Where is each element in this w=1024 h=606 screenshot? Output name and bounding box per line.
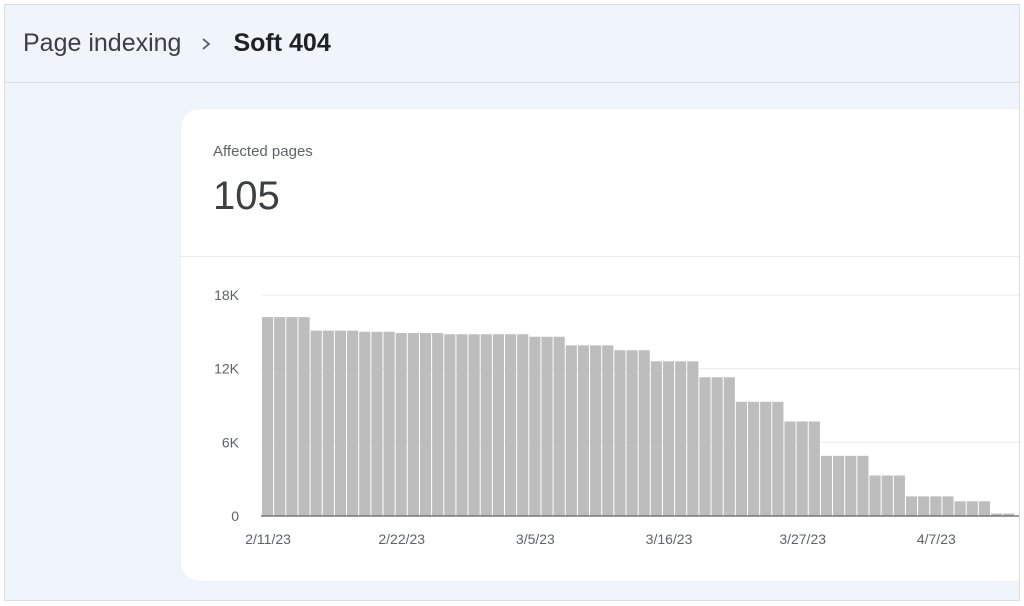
chart-bar[interactable] xyxy=(893,475,905,516)
chart-bar[interactable] xyxy=(383,331,395,516)
chart-bar[interactable] xyxy=(505,334,517,516)
chart-bar[interactable] xyxy=(662,361,675,516)
chart-bar[interactable] xyxy=(407,333,419,516)
chart-bar[interactable] xyxy=(565,345,577,516)
chart-bar[interactable] xyxy=(711,377,723,516)
metric-summary: Affected pages 105 xyxy=(213,143,313,219)
chart-bar[interactable] xyxy=(808,421,820,516)
page-title: Soft 404 xyxy=(233,29,331,57)
chart-bar[interactable] xyxy=(529,336,541,516)
chart-bar[interactable] xyxy=(760,401,772,516)
x-tick-label: 2/22/23 xyxy=(378,531,425,547)
chart-bar[interactable] xyxy=(468,334,480,516)
y-tick-label: 18K xyxy=(214,287,240,303)
chart-bar[interactable] xyxy=(699,377,711,516)
card-divider xyxy=(181,256,1019,257)
chart-bar[interactable] xyxy=(796,421,808,516)
chart-bar[interactable] xyxy=(820,455,833,516)
chart-bar[interactable] xyxy=(262,317,274,516)
y-tick-label: 12K xyxy=(214,361,240,377)
chart-bar[interactable] xyxy=(334,330,347,516)
chart-bar[interactable] xyxy=(942,496,954,516)
y-tick-label: 6K xyxy=(222,434,240,450)
affected-pages-card: Affected pages 105 18K 12K 6K 0 2/11/23 2/22/… xyxy=(181,109,1019,581)
chart-bar[interactable] xyxy=(930,496,942,516)
chart-bar[interactable] xyxy=(602,345,614,516)
chart-bar[interactable] xyxy=(845,455,857,516)
chart-bar[interactable] xyxy=(966,501,978,516)
chart-bar[interactable] xyxy=(371,331,383,516)
chart-bar[interactable] xyxy=(614,350,626,516)
chart-bar[interactable] xyxy=(347,330,359,516)
chart-bar[interactable] xyxy=(517,334,529,516)
chart-bar[interactable] xyxy=(456,334,468,516)
chart-bar[interactable] xyxy=(638,350,650,516)
x-tick-label: 3/27/23 xyxy=(779,531,826,547)
y-tick-label: 0 xyxy=(231,508,239,524)
chevron-right-icon xyxy=(199,37,213,51)
chart-bar[interactable] xyxy=(991,513,1003,516)
chart-bar[interactable] xyxy=(918,496,930,516)
chart-bar[interactable] xyxy=(954,501,966,516)
chart-bar[interactable] xyxy=(541,336,553,516)
chart-bar[interactable] xyxy=(553,336,565,516)
app-frame: Page indexing Soft 404 Affected pages 10… xyxy=(4,4,1020,601)
page-header: Page indexing Soft 404 xyxy=(5,5,1019,83)
x-tick-label: 2/11/23 xyxy=(245,531,291,547)
x-tick-label: 3/5/23 xyxy=(516,531,555,547)
chart-bar[interactable] xyxy=(444,334,456,516)
chart-bar[interactable] xyxy=(626,350,638,516)
chart-bar[interactable] xyxy=(419,333,432,516)
chart-bar[interactable] xyxy=(748,401,760,516)
metric-value: 105 xyxy=(213,174,280,218)
chart-bar[interactable] xyxy=(322,330,334,516)
chart-bar[interactable] xyxy=(869,475,881,516)
chart-bar[interactable] xyxy=(395,333,407,516)
affected-pages-chart: 18K 12K 6K 0 2/11/23 2/22/23 3/5/23 3/16/23 3/27… xyxy=(214,287,1019,547)
chart-bar[interactable] xyxy=(480,334,492,516)
breadcrumb-page-indexing-link[interactable]: Page indexing xyxy=(23,29,182,57)
chart-bar[interactable] xyxy=(298,317,310,516)
chart-bar[interactable] xyxy=(687,361,699,516)
chart-bar[interactable] xyxy=(723,377,735,516)
chart-bar[interactable] xyxy=(905,496,918,516)
chart-bar[interactable] xyxy=(1003,513,1015,516)
chart-bar[interactable] xyxy=(772,401,784,516)
x-tick-label: 3/16/23 xyxy=(646,531,693,547)
chart-bar[interactable] xyxy=(577,345,590,516)
metric-label: Affected pages xyxy=(213,143,313,160)
chart-bar[interactable] xyxy=(650,361,662,516)
chart-bar[interactable] xyxy=(286,317,298,516)
chart-bar[interactable] xyxy=(735,401,747,516)
chart-bar[interactable] xyxy=(881,475,893,516)
chart-bar[interactable] xyxy=(857,455,869,516)
chart-bar[interactable] xyxy=(978,501,990,516)
chart-bar[interactable] xyxy=(590,345,602,516)
chart-bar[interactable] xyxy=(274,317,286,516)
x-tick-label: 4/7/23 xyxy=(917,531,956,547)
chart-bar[interactable] xyxy=(833,455,845,516)
chart-bar[interactable] xyxy=(432,333,444,516)
chart-bar[interactable] xyxy=(675,361,687,516)
chart-bar[interactable] xyxy=(310,330,322,516)
chart-bar[interactable] xyxy=(359,331,371,516)
chart-bar[interactable] xyxy=(784,421,796,516)
chart-bar[interactable] xyxy=(492,334,504,516)
